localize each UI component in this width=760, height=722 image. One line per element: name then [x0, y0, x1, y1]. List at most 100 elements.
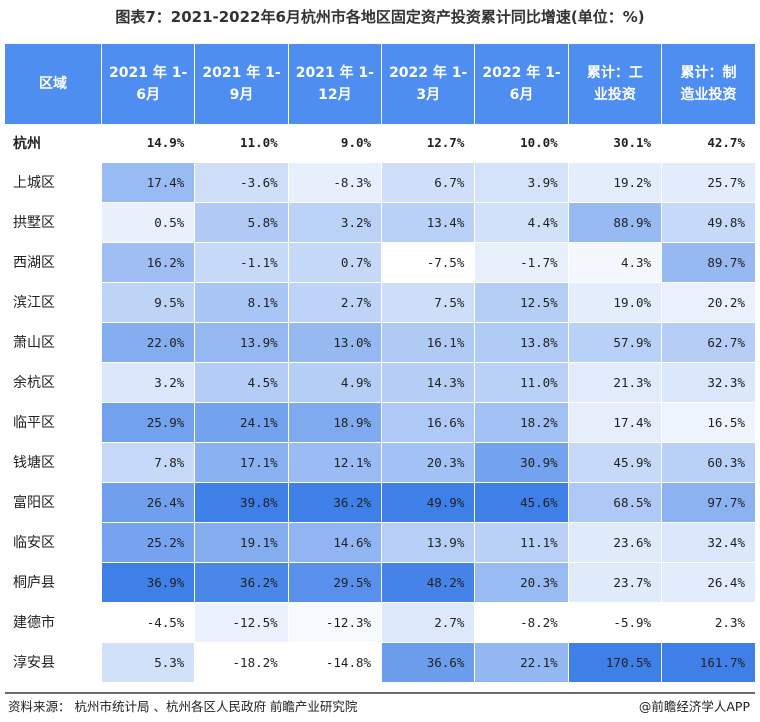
- value-cell: 89.7%: [661, 242, 755, 283]
- area-name: 桐庐县: [5, 562, 102, 603]
- table-row: 上城区 17.4% -3.6% -8.3% 6.7% 3.9% 19.2% 25.7%: [5, 162, 755, 203]
- area-name: 钱塘区: [5, 442, 102, 483]
- header-line-2: 9月: [229, 87, 254, 103]
- table-row: 萧山区 22.0% 13.9% 13.0% 16.1% 13.8% 57.9% 62.7%: [5, 322, 755, 363]
- value-cell: 26.4%: [661, 562, 755, 603]
- header-line-2: 造业投资: [680, 87, 737, 103]
- value-cell: 97.7%: [661, 482, 755, 523]
- value-cell: 161.7%: [661, 642, 755, 683]
- value-cell: 3.2%: [101, 362, 196, 403]
- value-cell: 3.9%: [474, 162, 569, 203]
- value-cell: 36.6%: [381, 642, 476, 683]
- value-cell: 57.9%: [568, 322, 663, 363]
- value-cell: 32.4%: [661, 522, 755, 563]
- value-cell: -3.6%: [194, 162, 289, 203]
- header-line-2: 6月: [136, 87, 161, 103]
- value-cell: 17.4%: [568, 402, 663, 443]
- value-cell: 68.5%: [568, 482, 663, 523]
- area-name: 上城区: [5, 162, 102, 203]
- value-cell: 16.6%: [381, 402, 476, 443]
- value-cell: 7.5%: [381, 282, 476, 323]
- table-row: 拱墅区 0.5% 5.8% 3.2% 13.4% 4.4% 88.9% 49.8%: [5, 202, 755, 243]
- value-cell: -8.3%: [288, 162, 383, 203]
- area-name: 临安区: [5, 522, 102, 563]
- header-line-1: 2021 年 1-: [202, 65, 281, 81]
- value-cell: 19.2%: [568, 162, 663, 203]
- value-cell: -8.2%: [474, 602, 569, 643]
- value-cell: 9.5%: [101, 282, 196, 323]
- header-line-1: 2022 年 1-: [482, 65, 561, 81]
- value-cell: 0.5%: [101, 202, 196, 243]
- table-row: 淳安县 5.3% -18.2% -14.8% 36.6% 22.1% 170.5% 161.7…: [5, 642, 755, 683]
- value-cell: 42.7%: [661, 124, 755, 163]
- value-cell: 19.0%: [568, 282, 663, 323]
- brand-label: @前瞻经济学人APP: [638, 699, 750, 714]
- value-cell: 21.3%: [568, 362, 663, 403]
- value-cell: 23.6%: [568, 522, 663, 563]
- value-cell: 24.1%: [194, 402, 289, 443]
- value-cell: 3.2%: [288, 202, 383, 243]
- table-row: 桐庐县 36.9% 36.2% 29.5% 48.2% 20.3% 23.7% 26.4%: [5, 562, 755, 603]
- source-note: 资料来源： 杭州市统计局 、杭州各区人民政府 前瞻产业研究院: [8, 699, 358, 714]
- header-col-4: 2022 年 1- 3月: [381, 44, 476, 124]
- area-name: 萧山区: [5, 322, 102, 363]
- value-cell: 22.1%: [474, 642, 569, 683]
- area-name: 建德市: [5, 602, 102, 643]
- value-cell: 23.7%: [568, 562, 663, 603]
- table-row: 建德市 -4.5% -12.5% -12.3% 2.7% -8.2% -5.9% 2.3%: [5, 602, 755, 643]
- value-cell: 2.7%: [288, 282, 383, 323]
- value-cell: -7.5%: [381, 242, 476, 283]
- summary-row: 杭州 14.9% 11.0% 9.0% 12.7% 10.0% 30.1% 42.7%: [5, 124, 755, 163]
- chart-title: 图表7：2021-2022年6月杭州市各地区固定资产投资累计同比增速(单位：%): [115, 8, 645, 26]
- header-line-1: 累计：工: [586, 65, 643, 81]
- area-name: 淳安县: [5, 642, 102, 683]
- value-cell: 4.3%: [568, 242, 663, 283]
- value-cell: -4.5%: [101, 602, 196, 643]
- value-cell: 49.8%: [661, 202, 755, 243]
- value-cell: 2.3%: [661, 602, 755, 643]
- header-col-3: 2021 年 1- 12月: [288, 44, 383, 124]
- header-line-2: 业投资: [593, 87, 636, 103]
- value-cell: 88.9%: [568, 202, 663, 243]
- value-cell: 12.7%: [381, 124, 476, 163]
- area-name: 杭州: [5, 124, 102, 163]
- header-col-5: 2022 年 1- 6月: [474, 44, 569, 124]
- area-name: 滨江区: [5, 282, 102, 323]
- value-cell: 29.5%: [288, 562, 383, 603]
- value-cell: 17.1%: [194, 442, 289, 483]
- header-line-1: 2021 年 1-: [295, 65, 374, 81]
- value-cell: 170.5%: [568, 642, 663, 683]
- area-name: 拱墅区: [5, 202, 102, 243]
- value-cell: 20.2%: [661, 282, 755, 323]
- table-row: 临平区 25.9% 24.1% 18.9% 16.6% 18.2% 17.4% 16.5%: [5, 402, 755, 443]
- value-cell: 9.0%: [288, 124, 383, 163]
- value-cell: -1.7%: [474, 242, 569, 283]
- value-cell: 19.1%: [194, 522, 289, 563]
- header-row: 区域 2021 年 1- 6月 2021 年 1- 9月 2021 年 1- 12月 2022…: [5, 44, 755, 124]
- value-cell: 4.5%: [194, 362, 289, 403]
- value-cell: -5.9%: [568, 602, 663, 643]
- area-name: 富阳区: [5, 482, 102, 523]
- value-cell: 17.4%: [101, 162, 196, 203]
- header-col-2: 2021 年 1- 9月: [194, 44, 289, 124]
- value-cell: 16.2%: [101, 242, 196, 283]
- area-name: 西湖区: [5, 242, 102, 283]
- value-cell: 13.8%: [474, 322, 569, 363]
- value-cell: 6.7%: [381, 162, 476, 203]
- data-table: 区域 2021 年 1- 6月 2021 年 1- 9月 2021 年 1- 12月 2022…: [5, 44, 755, 683]
- value-cell: 22.0%: [101, 322, 196, 363]
- value-cell: 14.9%: [101, 124, 196, 163]
- value-cell: 5.3%: [101, 642, 196, 683]
- value-cell: 36.2%: [288, 482, 383, 523]
- value-cell: -1.1%: [194, 242, 289, 283]
- value-cell: 26.4%: [101, 482, 196, 523]
- value-cell: 14.3%: [381, 362, 476, 403]
- header-area: 区域: [5, 44, 102, 124]
- value-cell: 20.3%: [381, 442, 476, 483]
- value-cell: 11.1%: [474, 522, 569, 563]
- value-cell: 49.9%: [381, 482, 476, 523]
- value-cell: 16.5%: [661, 402, 755, 443]
- value-cell: 13.4%: [381, 202, 476, 243]
- table-row: 滨江区 9.5% 8.1% 2.7% 7.5% 12.5% 19.0% 20.2%: [5, 282, 755, 323]
- bottom-rule: [5, 692, 755, 694]
